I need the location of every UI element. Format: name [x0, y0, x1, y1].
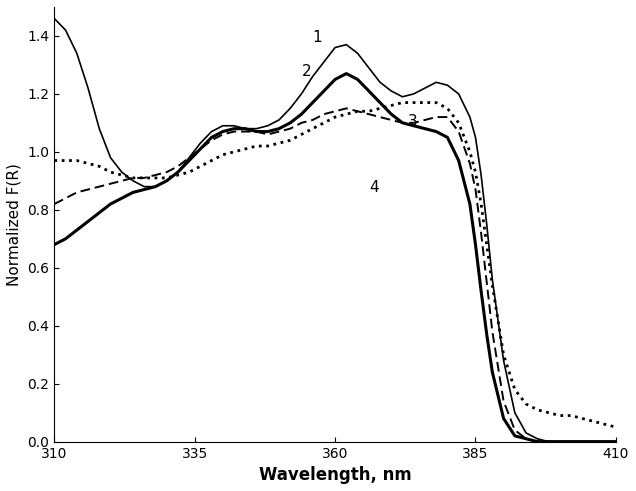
Text: 3: 3	[408, 113, 418, 129]
Text: 4: 4	[369, 180, 378, 195]
Text: 1: 1	[313, 29, 322, 45]
Text: 2: 2	[301, 64, 311, 80]
Y-axis label: Normalized F(R): Normalized F(R)	[7, 163, 22, 286]
X-axis label: Wavelength, nm: Wavelength, nm	[259, 466, 411, 484]
